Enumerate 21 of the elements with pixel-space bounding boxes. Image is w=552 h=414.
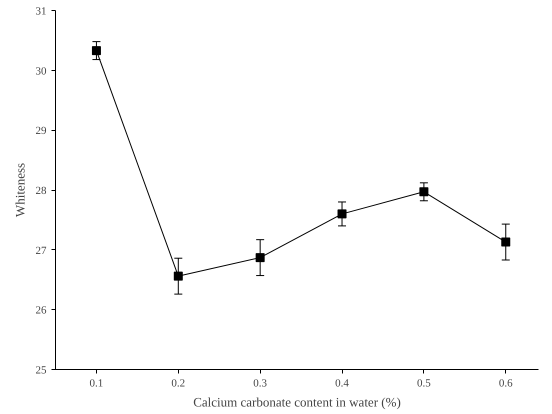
point xyxy=(419,187,428,196)
x-tick-label: 0.5 xyxy=(417,378,432,390)
y-tick-label: 28 xyxy=(36,185,47,197)
point xyxy=(501,238,510,247)
y-tick-label: 25 xyxy=(36,364,47,376)
point xyxy=(256,253,265,262)
y-tick-label: 31 xyxy=(36,6,46,18)
y-tick-label: 27 xyxy=(36,244,47,257)
x-tick-label: 0.2 xyxy=(171,378,186,390)
x-axis-title: Calcium carbonate content in water (%) xyxy=(193,394,401,410)
x-tick-label: 0.3 xyxy=(253,378,268,390)
point xyxy=(92,46,101,56)
x-tick-label: 0.1 xyxy=(90,378,104,390)
point xyxy=(338,209,347,218)
y-axis-title: Whiteness xyxy=(12,162,28,218)
y-tick-label: 29 xyxy=(36,125,47,138)
x-tick-label: 0.6 xyxy=(498,378,514,390)
y-tick-label: 26 xyxy=(36,304,47,317)
x-tick-label: 0.4 xyxy=(335,378,350,390)
point xyxy=(174,272,183,281)
y-tick-label: 30 xyxy=(36,65,47,78)
